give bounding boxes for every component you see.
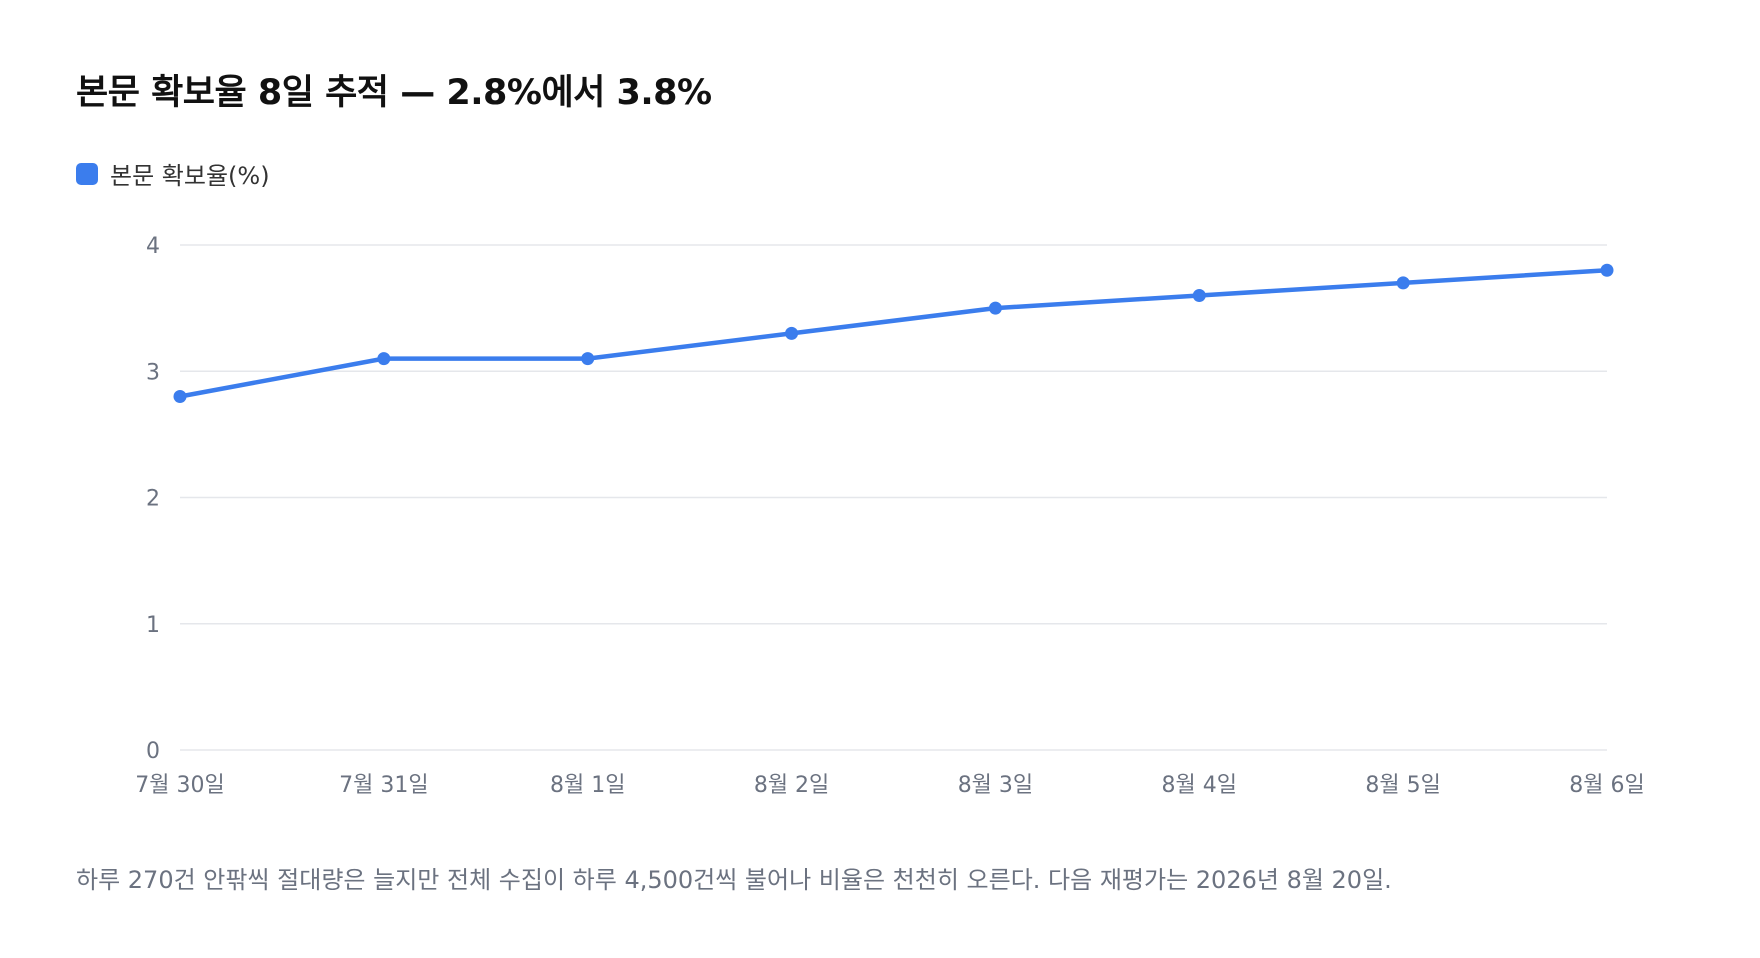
series-line: [177, 268, 1610, 399]
x-axis-ticks: 7월 30일 7월 31일 8월 1일 8월 2일 8월 3일 8월 4일 8월 5일 8월 …: [135, 773, 1644, 798]
data-point[interactable]: [377, 352, 391, 366]
y-tick-label: 3: [146, 360, 160, 385]
x-tick-label: 7월 30일: [135, 773, 224, 798]
legend-label: 본문 확보율(%): [110, 162, 270, 190]
x-tick-label: 8월 5일: [1365, 773, 1440, 798]
line-chart: 0 1 2 3 4 7월 30일 7월 31일 8월 1일 8월 2일 8월 3일 8월 4일 8월…: [135, 234, 1644, 798]
x-tick-label: 8월 1일: [550, 773, 625, 798]
series-layer: [173, 263, 1614, 403]
y-tick-label: 0: [146, 739, 160, 764]
data-point[interactable]: [1396, 276, 1410, 290]
y-tick-label: 1: [146, 613, 160, 638]
grid-lines: [180, 244, 1607, 751]
y-tick-label: 4: [146, 234, 160, 259]
x-tick-label: 8월 4일: [1162, 773, 1237, 798]
data-point[interactable]: [1192, 289, 1206, 302]
x-tick-label: 8월 6일: [1569, 773, 1644, 798]
x-tick-label: 8월 3일: [958, 773, 1033, 798]
chart-title: 본문 확보율 8일 추적 — 2.8%에서 3.8%: [76, 73, 712, 113]
data-point[interactable]: [785, 326, 799, 340]
data-point[interactable]: [988, 301, 1002, 315]
data-point[interactable]: [173, 390, 187, 403]
legend-swatch: [76, 162, 98, 185]
data-point[interactable]: [1600, 263, 1614, 277]
footnote: 하루 270건 안팎씩 절대량은 늘지만 전체 수집이 하루 4,500건씩 불…: [76, 866, 1392, 894]
x-tick-label: 7월 31일: [339, 773, 428, 798]
data-point[interactable]: [581, 352, 595, 366]
legend: 본문 확보율(%): [76, 156, 270, 191]
x-tick-label: 8월 2일: [754, 773, 829, 798]
y-axis-ticks: 0 1 2 3 4: [146, 234, 160, 764]
y-tick-label: 2: [146, 487, 160, 512]
